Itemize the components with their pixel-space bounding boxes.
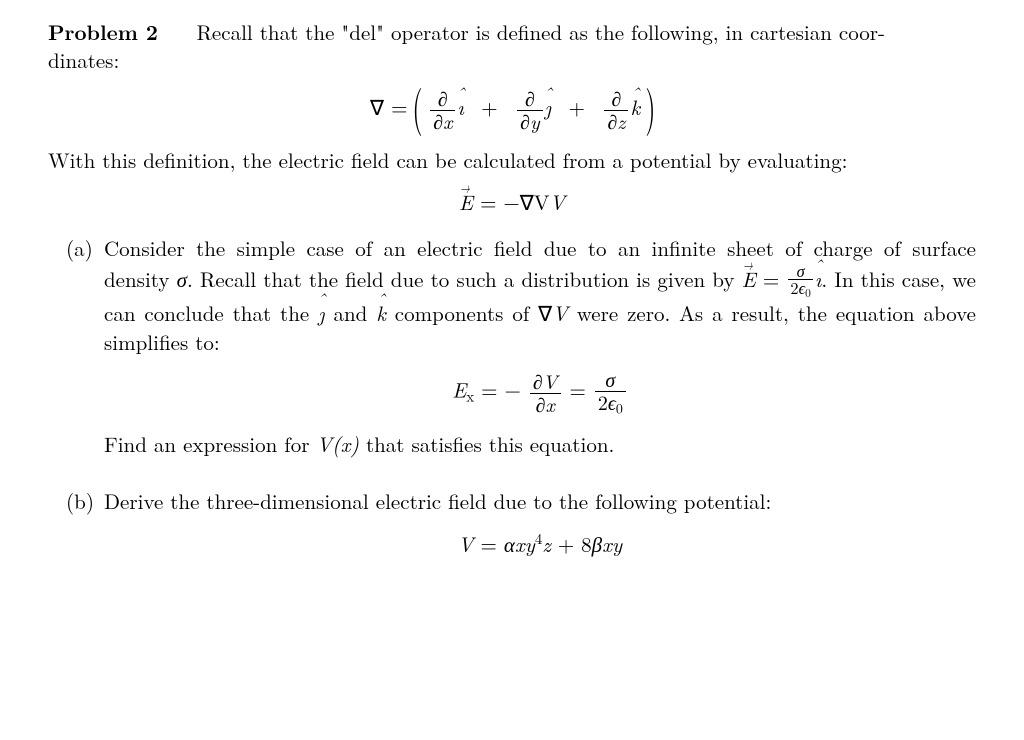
- problem-intro: Problem 2 Recall that the "del" operator…: [48, 18, 976, 75]
- part-b: (b) Derive the three-dimensional electri…: [48, 487, 976, 559]
- j-hat: ȷ: [545, 93, 551, 121]
- del-operator-equation: ∇ = ( ∂ ∂x ı + ∂ ∂y ȷ + ∂ ∂z k ): [48, 89, 976, 132]
- field-potential-equation: E = −∇VV: [48, 188, 976, 216]
- E-vector: E: [459, 188, 473, 216]
- inline-sheet-field: E = σ 2ϵ0 ı: [742, 264, 822, 294]
- part-a-find: Find an expression for V(x) that satisfi…: [104, 430, 976, 458]
- ddz-frac: ∂ ∂z: [604, 89, 628, 132]
- part-a-text: Consider the simple case of an electric …: [104, 234, 976, 356]
- ddy-frac: ∂ ∂y: [517, 89, 543, 132]
- k-hat: k: [630, 93, 640, 121]
- part-b-equation: V = αxy4z + 8βxy: [104, 529, 976, 558]
- ddx-frac: ∂ ∂x: [430, 89, 455, 132]
- intro-text-1: Recall that the "del" operator is define…: [196, 17, 878, 47]
- part-b-text: Derive the three-dimensional electric fi…: [104, 487, 976, 515]
- part-a: (a) Consider the simple case of an elect…: [48, 234, 976, 458]
- part-b-label: (b): [66, 487, 94, 515]
- eq-rhs: = −∇V: [480, 187, 549, 217]
- nabla-lhs: ∇ =: [370, 92, 407, 122]
- intro-text-2: dinates:: [48, 45, 119, 75]
- bridge-text: With this definition, the electric field…: [48, 146, 976, 174]
- problem-label: Problem 2: [48, 17, 158, 47]
- part-a-label: (a): [66, 234, 93, 262]
- i-hat: ı: [457, 93, 463, 121]
- problem-page: Problem 2 Recall that the "del" operator…: [0, 0, 1024, 603]
- part-a-equation: Ex = − ∂V ∂x = σ 2ϵ0: [104, 370, 976, 416]
